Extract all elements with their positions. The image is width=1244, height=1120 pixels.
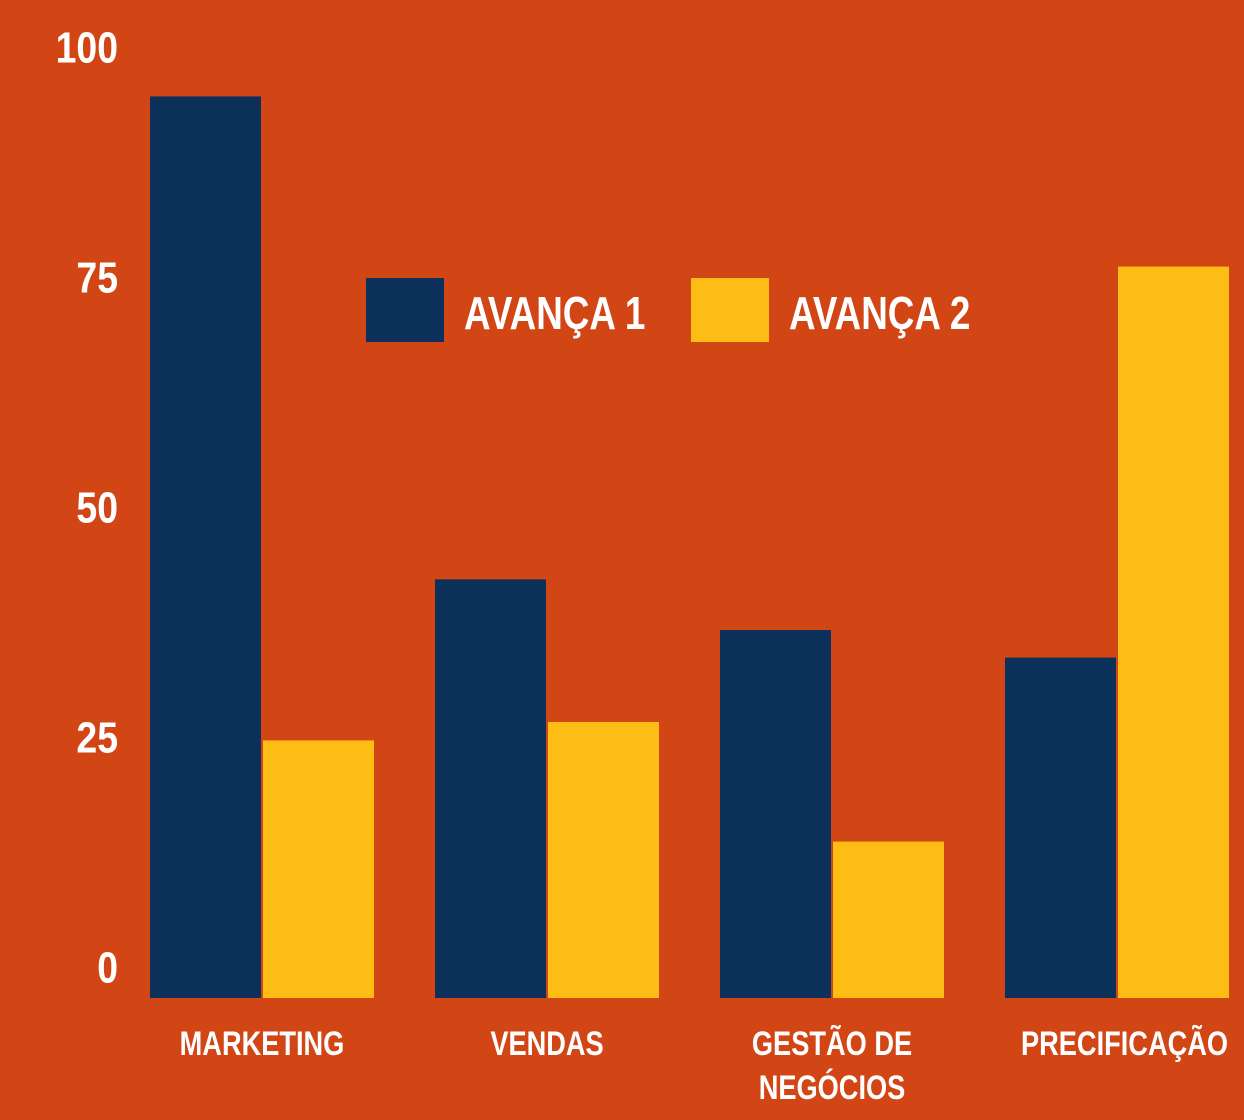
bar bbox=[1005, 657, 1116, 998]
bar bbox=[548, 722, 659, 998]
x-tick-label: MARKETING bbox=[179, 1025, 345, 1063]
y-tick-label: 50 bbox=[76, 483, 118, 533]
legend-label: AVANÇA 1 bbox=[464, 287, 646, 340]
x-tick-label: PRECIFICAÇÃO bbox=[1021, 1025, 1229, 1063]
bar bbox=[833, 841, 944, 998]
bar bbox=[435, 579, 546, 998]
y-tick-label: 0 bbox=[97, 943, 118, 993]
bar bbox=[150, 96, 261, 998]
bar bbox=[720, 630, 831, 998]
y-tick-label: 100 bbox=[55, 23, 118, 73]
legend-swatch bbox=[691, 278, 769, 342]
bar bbox=[263, 740, 374, 998]
y-tick-label: 75 bbox=[76, 253, 118, 303]
legend-swatch bbox=[366, 278, 444, 342]
y-tick-label: 25 bbox=[76, 713, 118, 763]
x-tick-label: VENDAS bbox=[490, 1025, 604, 1063]
x-tick-label: GESTÃO DE NEGÓCIOS bbox=[751, 1025, 913, 1108]
bar bbox=[1118, 266, 1229, 999]
legend-label: AVANÇA 2 bbox=[789, 287, 971, 340]
